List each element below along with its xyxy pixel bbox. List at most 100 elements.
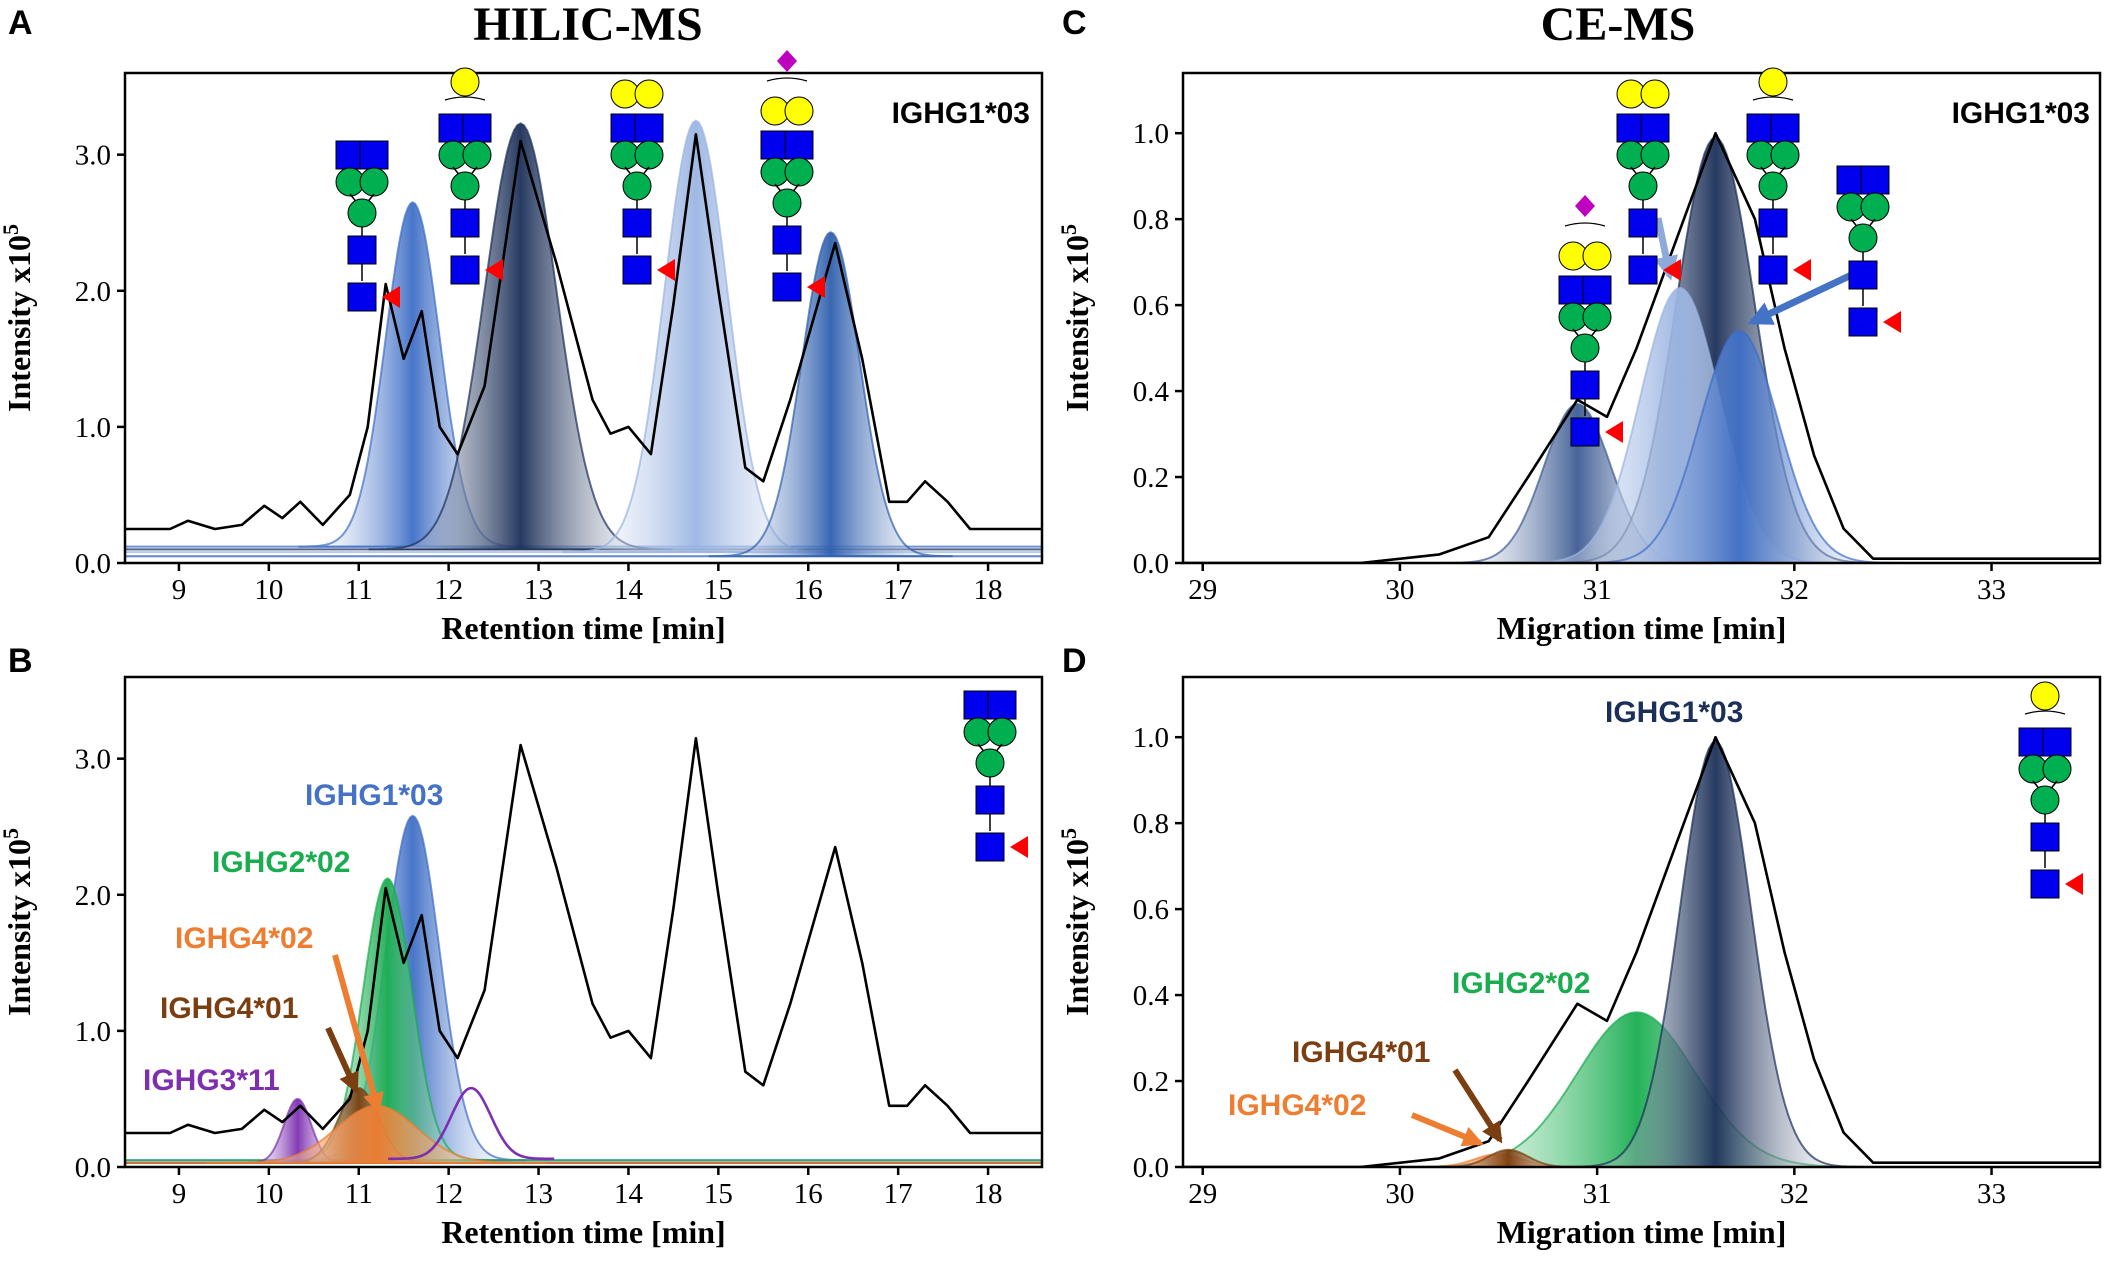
- panel-a-ytick-label: 2.0: [75, 276, 111, 308]
- panel-c-xtick-label: 30: [1385, 574, 1414, 606]
- panel-d-label-ighg2-02: IGHG2*02: [1452, 967, 1590, 1000]
- glcnac-square-icon: [622, 255, 652, 285]
- glycan-g0f-a: [335, 140, 400, 312]
- panel-d-frame: [1181, 675, 2102, 1169]
- mannose-circle-icon: [359, 167, 389, 197]
- mannose-circle-icon: [784, 157, 814, 187]
- glcnac-square-icon: [438, 113, 468, 143]
- fucose-triangle-icon: [1663, 259, 1681, 281]
- glcnac-square-icon: [1558, 275, 1588, 305]
- glcnac-square-icon: [450, 208, 480, 238]
- title-ce-ms: CE-MS: [1541, 0, 1696, 51]
- panel-c-ytick-label: 0.4: [1133, 376, 1170, 408]
- glycan-bracket: [1752, 96, 1794, 101]
- fucose-triangle-icon: [807, 276, 825, 298]
- panel-b-xtick-label: 18: [974, 1178, 1003, 1210]
- panel-c-xtick-label: 31: [1583, 574, 1612, 606]
- panel-c-ytick-label: 1.0: [1133, 118, 1169, 150]
- panel-a-xlabel: Retention time [min]: [441, 610, 725, 646]
- glcnac-square-icon: [1628, 255, 1658, 285]
- panel-c-chart: 29 30 31 32 33 0.0 0.2 0.4 0.6 0.8 1.0 Migration ti…: [1056, 71, 2102, 646]
- panel-b-xtick-label: 17: [884, 1178, 913, 1210]
- glcnac-square-icon: [1640, 113, 1670, 143]
- panel-b-ylabel: Intensity x105: [0, 828, 37, 1016]
- glycan-g2f-a: [610, 79, 675, 285]
- panel-b-xtick-label: 11: [345, 1178, 373, 1210]
- panel-b-trace-ighg3-11-12-3: [388, 1086, 555, 1161]
- glcnac-square-icon: [1860, 165, 1890, 195]
- galactose-circle-icon: [784, 96, 814, 126]
- mannose-circle-icon: [1758, 171, 1788, 201]
- panel-b-xtick-label: 16: [794, 1178, 823, 1210]
- panel-c-trace-tic: [1183, 131, 2100, 563]
- arrow-ighg4-01-d: [1452, 1068, 1503, 1144]
- panel-a-frame: [123, 71, 1044, 565]
- panel-a-xtick-label: 10: [254, 574, 283, 606]
- glcnac-square-icon: [772, 225, 802, 255]
- panel-d-ytick-label: 1.0: [1133, 722, 1169, 754]
- arrow-ighg4-02-d: [1410, 1112, 1484, 1147]
- glcnac-square-icon: [2030, 822, 2060, 852]
- mannose-circle-icon: [975, 748, 1005, 778]
- arrow-ighg4-02-b: [332, 954, 384, 1115]
- panel-b-label-ighg4-02: IGHG4*02: [175, 922, 313, 955]
- fucose-triangle-icon: [1010, 836, 1028, 858]
- mannose-circle-icon: [1570, 333, 1600, 363]
- glcnac-square-icon: [772, 272, 802, 302]
- panel-d-label-ighg4-02: IGHG4*02: [1228, 1089, 1366, 1122]
- panel-d-chart: 29 30 31 32 33 0.0 0.2 0.4 0.6 0.8 1.0 Migration ti…: [1056, 675, 2102, 1250]
- galactose-circle-icon: [1640, 79, 1670, 109]
- panel-a-xtick-label: 12: [434, 574, 463, 606]
- panel-d-label-ighg1-03: IGHG1*03: [1605, 696, 1743, 729]
- panel-c-frame: [1181, 71, 2102, 565]
- glcnac-square-icon: [975, 832, 1005, 862]
- panel-a-ytick-label: 1.0: [75, 412, 111, 444]
- panel-letter-a: A: [8, 4, 33, 42]
- panel-d-xtick-label: 30: [1385, 1178, 1414, 1210]
- glcnac-square-icon: [1758, 208, 1788, 238]
- panel-d-trace-tic: [1183, 735, 2100, 1167]
- panel-b-label-ighg3-11: IGHG3*11: [143, 1064, 280, 1097]
- panel-c-plot-area: [1183, 131, 2100, 563]
- fucose-triangle-icon: [1883, 311, 1901, 333]
- glcnac-square-icon: [359, 140, 389, 170]
- glycan-g2f-c: [1616, 79, 1681, 285]
- glcnac-square-icon: [462, 113, 492, 143]
- glcnac-square-icon: [760, 130, 790, 160]
- panel-letter-c: C: [1062, 4, 1087, 42]
- panel-b-xtick-label: 15: [704, 1178, 733, 1210]
- galactose-circle-icon: [450, 67, 480, 97]
- panel-b-xtick-label: 14: [614, 1178, 644, 1210]
- panel-d-ytick-label: 0.8: [1133, 808, 1169, 840]
- panel-c-xtick-label: 33: [1977, 574, 2006, 606]
- panel-d-xlabel: Migration time [min]: [1497, 1214, 1787, 1250]
- panel-b-chart: 9 10 11 12 13 14 15 16 17 18 0.0 1.0 2.0 3.0 Retention…: [0, 675, 1044, 1250]
- panel-b-plot-area: [125, 737, 1042, 1164]
- glycan-bracket: [444, 96, 486, 101]
- glcnac-square-icon: [975, 785, 1005, 815]
- mannose-circle-icon: [987, 717, 1017, 747]
- mannose-circle-icon: [622, 171, 652, 201]
- fucose-triangle-icon: [485, 259, 503, 281]
- panel-b-xtick-label: 12: [434, 1178, 463, 1210]
- glcnac-square-icon: [634, 113, 664, 143]
- glycan-structures: [335, 50, 2083, 899]
- panel-a-xtick-label: 16: [794, 574, 823, 606]
- panel-b-xtick-label: 9: [172, 1178, 187, 1210]
- fucose-triangle-icon: [657, 259, 675, 281]
- panel-d-xtick-label: 31: [1583, 1178, 1612, 1210]
- panel-c-xlabel: Migration time [min]: [1497, 610, 1787, 646]
- panel-d-label-ighg4-01: IGHG4*01: [1292, 1036, 1430, 1069]
- panel-a-ytick-label: 0.0: [75, 548, 111, 580]
- glcnac-square-icon: [1848, 260, 1878, 290]
- glycan-g1f-a: [438, 67, 503, 285]
- mannose-circle-icon: [462, 140, 492, 170]
- panel-c-ytick-label: 0.8: [1133, 204, 1169, 236]
- glcnac-square-icon: [987, 690, 1017, 720]
- panel-b-ytick-label: 0.0: [75, 1152, 111, 1184]
- fucose-triangle-icon: [1793, 259, 1811, 281]
- panel-c-ylabel: Intensity x105: [1056, 224, 1095, 412]
- glcnac-square-icon: [1770, 113, 1800, 143]
- panel-c-annotation: IGHG1*03: [1952, 97, 2090, 130]
- panel-b-xtick-label: 10: [254, 1178, 283, 1210]
